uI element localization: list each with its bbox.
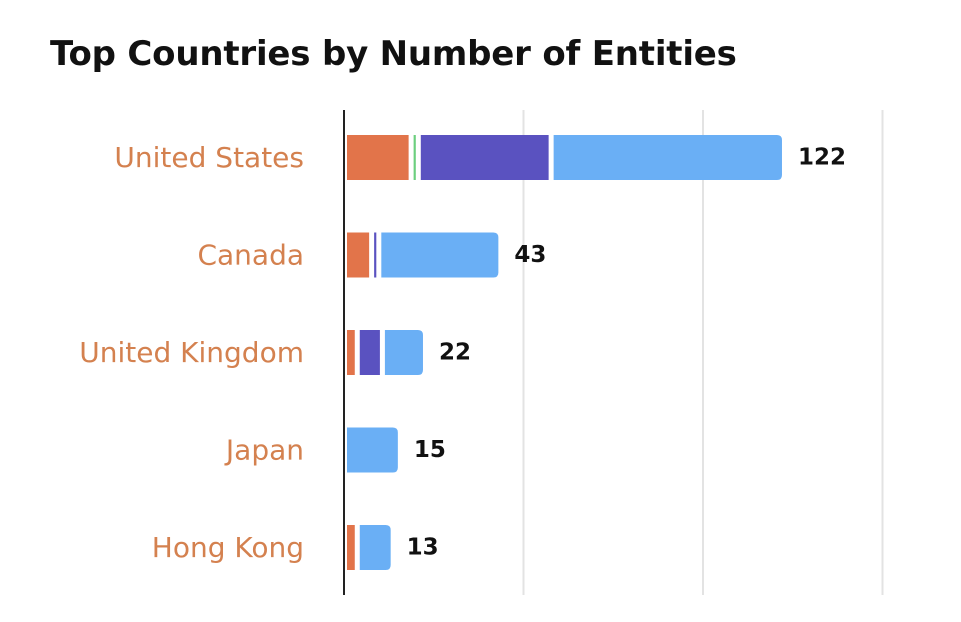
- bar-segment: [553, 135, 782, 180]
- value-label: 13: [407, 535, 439, 561]
- bar-segment: [359, 330, 380, 375]
- category-label: Canada: [197, 239, 304, 272]
- bar-segment: [347, 427, 398, 473]
- bar-segment: [347, 135, 409, 180]
- bar-segment: [374, 232, 377, 278]
- category-label: United Kingdom: [79, 336, 304, 369]
- labels: United States 122 Canada 43 United Kingdom 22…: [79, 141, 846, 564]
- bar-segment: [347, 525, 355, 570]
- value-label: 43: [514, 242, 546, 268]
- value-label: 22: [439, 340, 471, 366]
- chart-title: Top Countries by Number of Entities: [50, 34, 737, 74]
- bar-segment: [420, 135, 549, 180]
- bar-segment: [381, 232, 499, 278]
- gridlines: [522, 110, 884, 595]
- value-label: 122: [798, 145, 846, 171]
- category-label: Japan: [224, 434, 304, 467]
- bar-segment: [347, 330, 355, 375]
- category-label: United States: [114, 141, 304, 174]
- value-label: 15: [414, 437, 446, 463]
- category-label: Hong Kong: [152, 531, 304, 564]
- bar-segment: [359, 525, 391, 570]
- bars: [347, 135, 782, 570]
- bar-segment: [384, 330, 423, 375]
- bar-segment: [413, 135, 416, 180]
- bar-segment: [347, 232, 370, 278]
